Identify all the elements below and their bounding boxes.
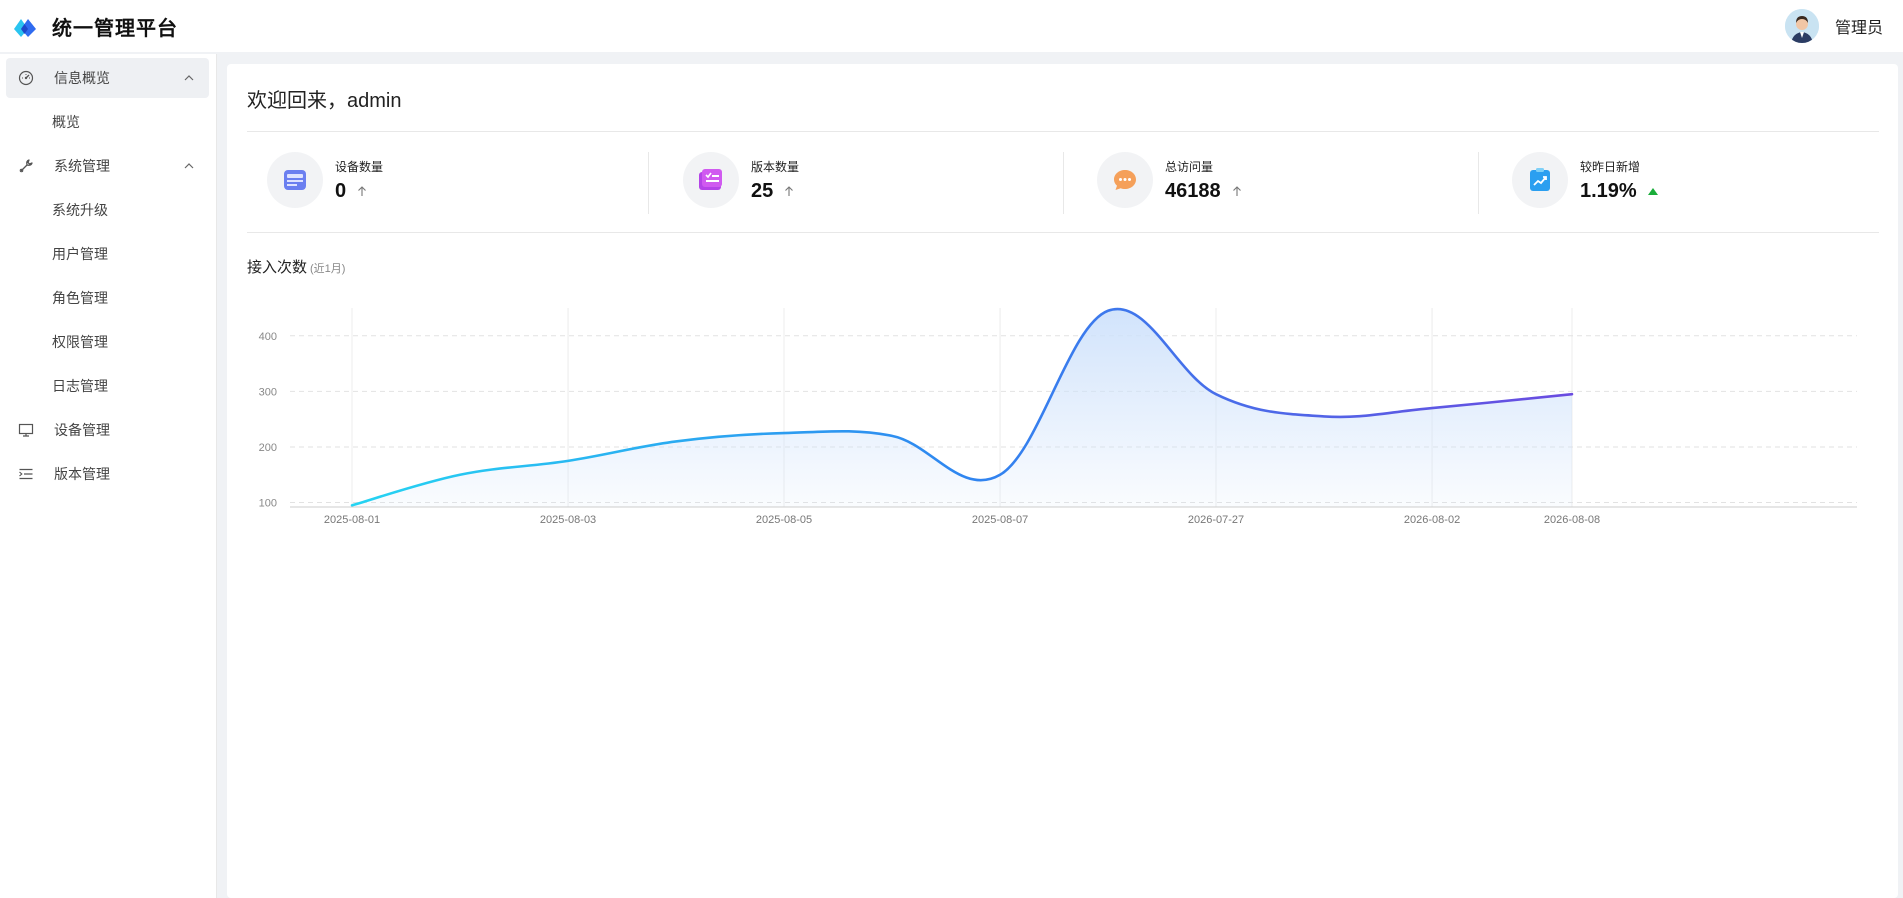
stat-label: 版本数量 (751, 159, 800, 174)
y-tick-label: 200 (259, 442, 277, 454)
y-tick-label: 400 (259, 331, 277, 343)
monitor-icon (18, 422, 34, 438)
sidebar-item-version-management[interactable]: 版本管理 (6, 454, 209, 494)
stat-version-count: 版本数量 25 (683, 152, 799, 208)
version-icon (699, 169, 722, 190)
sidebar-item-label: 权限管理 (52, 334, 108, 350)
stat-icon-wrap (1512, 152, 1568, 208)
chevron-up-icon[interactable] (183, 72, 195, 84)
sidebar-item-device-management[interactable]: 设备管理 (6, 410, 209, 450)
chart-title-text: 接入次数 (247, 259, 308, 276)
sidebar-item-system-upgrade[interactable]: 系统升级 (52, 192, 108, 228)
sidebar-item-label: 系统升级 (52, 202, 108, 218)
stat-total-visits: 总访问量 46188 (1097, 152, 1243, 208)
chart-title: 接入次数 (近1月) (247, 256, 345, 277)
sidebar: 信息概览 概览 系统管理 系统升级 用户管理 角色管理 权限管理 日志管理 设备… (0, 54, 217, 898)
x-tick-label: 2025-08-07 (972, 514, 1028, 526)
sidebar-item-label: 设备管理 (54, 422, 110, 438)
stat-value: 1.19% (1580, 179, 1637, 202)
device-card-icon (284, 170, 306, 190)
divider (247, 131, 1879, 132)
arrow-up-icon (1232, 186, 1241, 196)
sidebar-item-user-management[interactable]: 用户管理 (52, 236, 108, 272)
y-tick-label: 300 (259, 386, 277, 398)
sidebar-group-overview[interactable]: 信息概览 (6, 58, 209, 98)
stat-icon-wrap (267, 152, 323, 208)
dashboard-icon (18, 70, 34, 86)
x-tick-label: 2025-08-05 (756, 514, 812, 526)
series-area (352, 309, 1572, 507)
chart-axes: 100 200 300 400 2025-08-01 2025-08-03 2025-08-… (259, 331, 1857, 526)
chart-area (352, 309, 1572, 507)
x-tick-label: 2026-07-27 (1188, 514, 1244, 526)
avatar[interactable] (1784, 9, 1819, 43)
access-count-chart: 100 200 300 400 2025-08-01 2025-08-03 2025-08-… (259, 307, 1857, 526)
chart-series (350, 307, 1574, 507)
app-title: 统一管理平台 (52, 17, 178, 40)
chart-subtitle: (近1月) (310, 263, 346, 275)
sidebar-item-log-management[interactable]: 日志管理 (52, 368, 108, 404)
welcome-message: 欢迎回来，admin (247, 90, 402, 112)
sidebar-item-label: 角色管理 (52, 290, 108, 306)
top-bar: 统一管理平台 管理员 (0, 0, 1903, 52)
user-menu[interactable]: 管理员 (1784, 9, 1883, 43)
x-tick-label: 2025-08-03 (540, 514, 596, 526)
y-tick-label: 100 (259, 498, 277, 510)
divider (247, 232, 1879, 233)
triangle-up-icon (1647, 188, 1658, 195)
stat-separator (1478, 152, 1479, 214)
avatar-person-icon (1784, 9, 1819, 43)
series-line[interactable] (350, 307, 1574, 507)
stat-daily-growth: 较昨日新增 1.19% (1512, 152, 1659, 208)
sidebar-item-label: 概览 (52, 114, 80, 130)
sidebar-item-label: 用户管理 (52, 246, 108, 262)
stat-value: 25 (751, 179, 774, 202)
stat-icon-wrap (683, 152, 739, 208)
sidebar-group-label: 信息概览 (54, 70, 110, 86)
stat-separator (1063, 152, 1064, 214)
stat-label: 较昨日新增 (1580, 159, 1641, 174)
main-panel: 欢迎回来，admin 设备数量 0 (227, 64, 1898, 898)
stat-value: 46188 (1165, 179, 1221, 202)
chevron-up-icon[interactable] (183, 160, 195, 172)
list-icon (18, 466, 34, 482)
sidebar-item-overview[interactable]: 概览 (52, 104, 80, 140)
user-name[interactable]: 管理员 (1834, 20, 1883, 37)
stat-separator (648, 152, 649, 214)
stat-label: 设备数量 (335, 159, 384, 174)
logo-icon (14, 19, 36, 37)
brand[interactable]: 统一管理平台 (10, 12, 178, 41)
sidebar-item-role-management[interactable]: 角色管理 (52, 280, 108, 316)
x-tick-label: 2026-08-08 (1544, 514, 1600, 526)
arrow-up-icon (785, 186, 794, 196)
x-tick-label: 2026-08-02 (1404, 514, 1460, 526)
trend-chart-icon (1530, 168, 1550, 191)
sidebar-group-system[interactable]: 系统管理 (6, 146, 209, 186)
stat-value: 0 (335, 179, 347, 202)
stat-icon-wrap (1097, 152, 1153, 208)
chat-bubble-icon (1114, 170, 1136, 190)
stat-device-count: 设备数量 0 (267, 152, 383, 208)
sidebar-item-label: 版本管理 (54, 466, 110, 482)
sidebar-item-permission-management[interactable]: 权限管理 (52, 324, 108, 360)
sidebar-group-label: 系统管理 (54, 158, 110, 174)
stat-label: 总访问量 (1165, 159, 1214, 174)
wrench-icon (18, 158, 34, 174)
x-tick-label: 2025-08-01 (324, 514, 380, 526)
sidebar-item-label: 日志管理 (52, 378, 108, 394)
arrow-up-icon (358, 186, 367, 196)
